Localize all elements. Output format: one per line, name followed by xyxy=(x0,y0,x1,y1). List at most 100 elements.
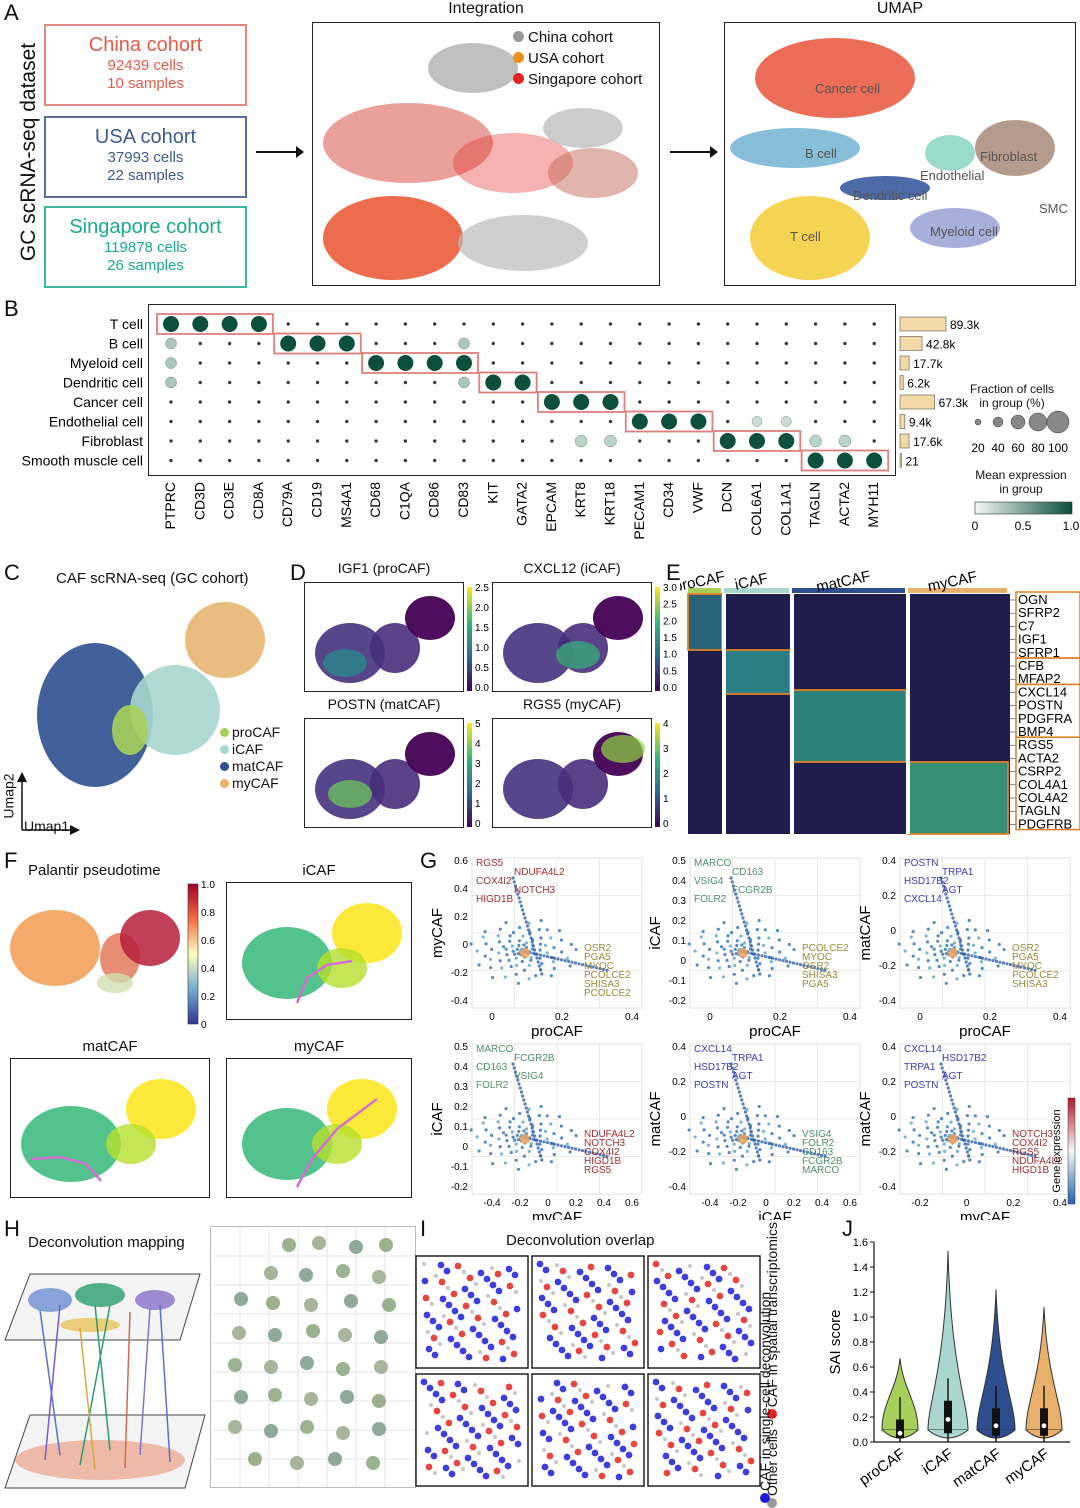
scatter-point xyxy=(946,900,950,904)
cell-dot xyxy=(446,1286,450,1290)
scatter-point xyxy=(539,1104,543,1109)
scatter-point xyxy=(524,1127,529,1131)
scatter-point xyxy=(757,1104,761,1109)
cell-dot xyxy=(660,1300,668,1308)
scatter-point xyxy=(936,939,940,943)
scatter-point xyxy=(497,1126,502,1130)
cohort-box-singapore: Singapore cohort 119878 cells 26 samples xyxy=(44,206,247,288)
cell-dot xyxy=(501,1411,509,1419)
scatter-point xyxy=(518,1111,522,1116)
size-legend-dot xyxy=(1010,414,1026,430)
dot xyxy=(725,400,730,404)
cell-dot xyxy=(570,1380,578,1388)
dot xyxy=(514,374,531,391)
scatter-point xyxy=(560,1136,564,1140)
scatter-point xyxy=(928,1152,932,1156)
count-label: 17.6k xyxy=(913,435,943,449)
scatter-point xyxy=(488,966,493,970)
scatter-point xyxy=(935,958,939,962)
scatter-point xyxy=(729,1117,734,1121)
x-tick-label: myCAF xyxy=(1002,1445,1053,1488)
cell-dot xyxy=(489,1281,497,1289)
scatter-point xyxy=(545,955,550,959)
cell-dot xyxy=(497,1321,505,1329)
cell-dot xyxy=(563,1303,567,1307)
cohort-samples: 10 samples xyxy=(107,75,184,92)
scatter-point xyxy=(730,1066,734,1070)
scatter-point xyxy=(911,1140,915,1144)
umap1-label: Umap1 xyxy=(24,818,70,834)
y-tick-label: 0.2 xyxy=(853,1412,868,1424)
cell-dot xyxy=(442,1314,446,1318)
scatter-point xyxy=(950,1098,954,1102)
dot xyxy=(696,458,701,463)
cohort-samples: 26 samples xyxy=(107,257,184,274)
scatter-point xyxy=(733,1149,737,1153)
cell-dot xyxy=(571,1397,579,1405)
y-tick-label: 0.8 xyxy=(853,1337,868,1349)
cell-dot xyxy=(422,1262,426,1266)
cell-dot xyxy=(667,1323,675,1331)
dot xyxy=(520,419,525,424)
scatter-point xyxy=(556,957,560,961)
y-tick: -0.4 xyxy=(669,1182,687,1193)
scatter-point xyxy=(722,1106,726,1111)
scatter-point xyxy=(973,1137,977,1141)
scatter-point xyxy=(515,963,519,967)
scatter-point xyxy=(979,960,983,964)
panel-label-j: J xyxy=(842,1216,853,1241)
scatter-point xyxy=(540,972,544,976)
scatter-point xyxy=(962,1138,966,1142)
scatter-point xyxy=(946,1086,950,1090)
count-label: 42.8k xyxy=(926,338,956,352)
panel-d: IGF1 (proCAF) 2.5 2.0 1.5 1.0 0.5 0.0 CXCL12 (i… xyxy=(300,560,680,840)
cell-dot xyxy=(655,1397,659,1401)
scatter-point xyxy=(926,1145,930,1149)
panel-label-h: H xyxy=(4,1216,20,1241)
dot xyxy=(227,458,232,463)
scatter-point xyxy=(505,952,509,957)
gene-annotation: AGT xyxy=(942,1071,963,1082)
scatter-point xyxy=(945,1125,949,1129)
scatter-point xyxy=(994,1145,999,1149)
dot xyxy=(579,380,584,385)
scatter-point xyxy=(715,1137,719,1141)
cell-dot xyxy=(743,1389,751,1397)
cell-dot xyxy=(438,1396,446,1404)
cell-dot xyxy=(611,1287,619,1295)
cell-dot xyxy=(542,1448,546,1452)
scatter-point xyxy=(933,952,937,957)
y-tick: 0 xyxy=(462,940,468,951)
gene-tick-label: COL1A1 xyxy=(777,482,793,536)
dot xyxy=(280,335,297,352)
scatter-point xyxy=(955,977,959,981)
scatter-point xyxy=(809,1151,813,1155)
scatter-point xyxy=(964,1146,968,1150)
cell-dot xyxy=(545,1435,553,1443)
cluster xyxy=(405,732,455,776)
dot xyxy=(198,400,203,404)
scatter-point xyxy=(1022,1152,1027,1156)
scatter-point xyxy=(715,940,720,944)
scatter-point xyxy=(739,1094,743,1098)
cell-dot xyxy=(449,1391,457,1399)
cell-dot xyxy=(454,1326,458,1330)
colorbar-tick: 0.5 xyxy=(663,666,677,677)
scatter-point xyxy=(1026,1153,1030,1157)
scatter-point xyxy=(966,953,971,957)
scatter-point xyxy=(734,1138,738,1142)
dot xyxy=(696,380,701,385)
color-legend-tick: 1.0 xyxy=(1063,519,1080,533)
scatter-point xyxy=(563,959,567,963)
scatter-point xyxy=(977,974,981,978)
scatter-point xyxy=(932,920,936,925)
scatter-point xyxy=(929,945,934,949)
arrow-right-icon xyxy=(256,146,304,158)
cell-dot xyxy=(631,1339,639,1347)
density-peak xyxy=(738,1134,748,1144)
gene-annotation: POSTN xyxy=(694,1080,728,1091)
scatter-point xyxy=(745,1107,749,1111)
scatter-point xyxy=(723,952,727,957)
count-label: 89.3k xyxy=(950,318,980,332)
cell-dot xyxy=(558,1432,562,1436)
